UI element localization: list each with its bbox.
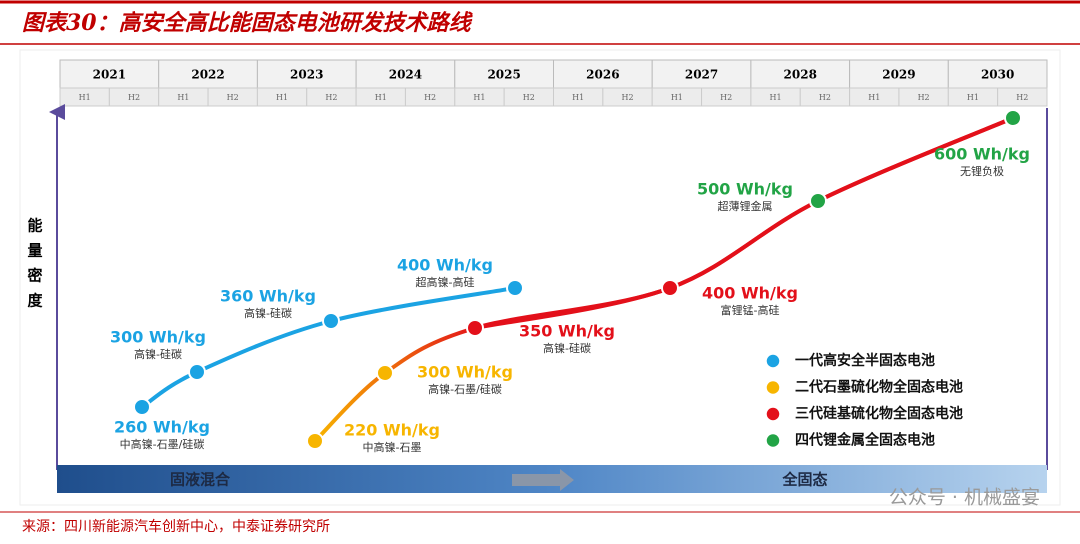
watermark: 公众号 · 机械盛宴 [889, 486, 1040, 509]
legend-label: 一代高安全半固态电池 [795, 352, 935, 369]
half-label: H1 [177, 93, 189, 102]
point-label: 260 Wh/kg [114, 418, 210, 437]
point-note: 高镍-硅碳 [134, 347, 182, 361]
point [466, 319, 484, 337]
year-label: 2021 [93, 68, 126, 82]
point-label: 600 Wh/kg [934, 145, 1030, 164]
figure-frame [19, 49, 1061, 506]
half-label: H1 [967, 93, 979, 102]
year-label: 2023 [290, 68, 323, 82]
phase-arrow [512, 469, 574, 491]
point [322, 312, 340, 330]
point [376, 364, 394, 382]
year-label: 2027 [685, 68, 718, 82]
point-label: 360 Wh/kg [220, 287, 316, 306]
point [661, 279, 679, 297]
y-axis-char: 密 [27, 267, 42, 285]
legend-dot [765, 353, 781, 369]
point-label: 500 Wh/kg [697, 180, 793, 199]
point [506, 279, 524, 297]
half-cell [997, 87, 1048, 107]
point-note: 中高镍-石墨 [363, 440, 422, 454]
point [809, 192, 827, 210]
half-label: H2 [424, 93, 436, 102]
point-label: 300 Wh/kg [110, 328, 206, 347]
curve [140, 286, 516, 409]
year-label: 2025 [487, 68, 520, 82]
year-cell [59, 59, 160, 89]
half-label: H1 [770, 93, 782, 102]
point-note: 高镍-硅碳 [543, 341, 591, 355]
point-note: 高镍-硅碳 [244, 306, 292, 320]
point-note: 超薄锂金属 [718, 199, 773, 213]
year-label: 2030 [981, 68, 1014, 82]
point-note: 中高镍-石墨/硅碳 [120, 437, 205, 451]
curve [474, 116, 1014, 330]
legend-label: 三代硅基硫化物全固态电池 [795, 405, 963, 422]
half-label: H2 [128, 93, 140, 102]
year-cell [454, 59, 554, 89]
point-label: 300 Wh/kg [417, 363, 513, 382]
y-axis-char: 度 [27, 292, 43, 310]
source: 来源：四川新能源汽车创新中心，中泰证券研究所 [22, 518, 330, 535]
point-note: 超高镍-高硅 [416, 275, 475, 289]
half-label: H1 [276, 93, 288, 102]
point-label: 400 Wh/kg [702, 284, 798, 303]
half-label: H1 [79, 93, 91, 102]
y-axis-char: 量 [27, 242, 42, 260]
half-label: H1 [473, 93, 485, 102]
year-cell [750, 59, 851, 89]
year-label: 2022 [191, 68, 224, 82]
half-label: H2 [720, 93, 732, 102]
half-label: H2 [621, 93, 633, 102]
phase-label: 全固态 [781, 471, 827, 489]
point [133, 398, 151, 416]
year-label: 2029 [882, 68, 915, 82]
half-label: H2 [227, 93, 239, 102]
legend-label: 二代石墨硫化物全固态电池 [795, 379, 963, 396]
half-label: H1 [572, 93, 584, 102]
year-label: 2024 [389, 68, 422, 82]
point [1004, 109, 1022, 127]
half-label: H1 [375, 93, 387, 102]
legend-dot [765, 432, 781, 449]
year-label: 2026 [586, 68, 619, 82]
half-label: H2 [325, 93, 337, 102]
point-label: 220 Wh/kg [344, 421, 440, 440]
half-label: H1 [671, 93, 683, 102]
half-label: H2 [523, 93, 535, 102]
point-label: 350 Wh/kg [519, 322, 615, 341]
point-note: 无锂负极 [960, 164, 1004, 178]
half-label: H1 [868, 93, 880, 102]
year-cell [553, 59, 653, 89]
legend-label: 四代锂金属全固态电池 [795, 432, 935, 449]
phase-label: 固液混合 [170, 471, 231, 489]
year-cell [947, 59, 1048, 89]
point [188, 363, 206, 381]
legend-dot [765, 379, 781, 396]
point-label: 400 Wh/kg [397, 256, 493, 275]
point-note: 高镍-石墨/硅碳 [428, 382, 502, 396]
point [306, 432, 324, 450]
legend-dot [765, 406, 781, 422]
y-axis-char: 能 [27, 217, 42, 235]
timeline: 2021 H1 H2 2022 H1 H2 2023 H1 H2 2024 H1 H2 2025 H1 H2… [59, 59, 1048, 107]
year-label: 2028 [784, 68, 817, 82]
year-cell [849, 59, 949, 89]
half-label: H2 [1016, 93, 1028, 102]
half-label: H2 [819, 93, 831, 102]
half-label: H2 [918, 93, 930, 102]
title: 图表30：高安全高比能固态电池研发技术路线 [22, 10, 474, 36]
point-note: 富锂锰-高硅 [721, 303, 780, 317]
